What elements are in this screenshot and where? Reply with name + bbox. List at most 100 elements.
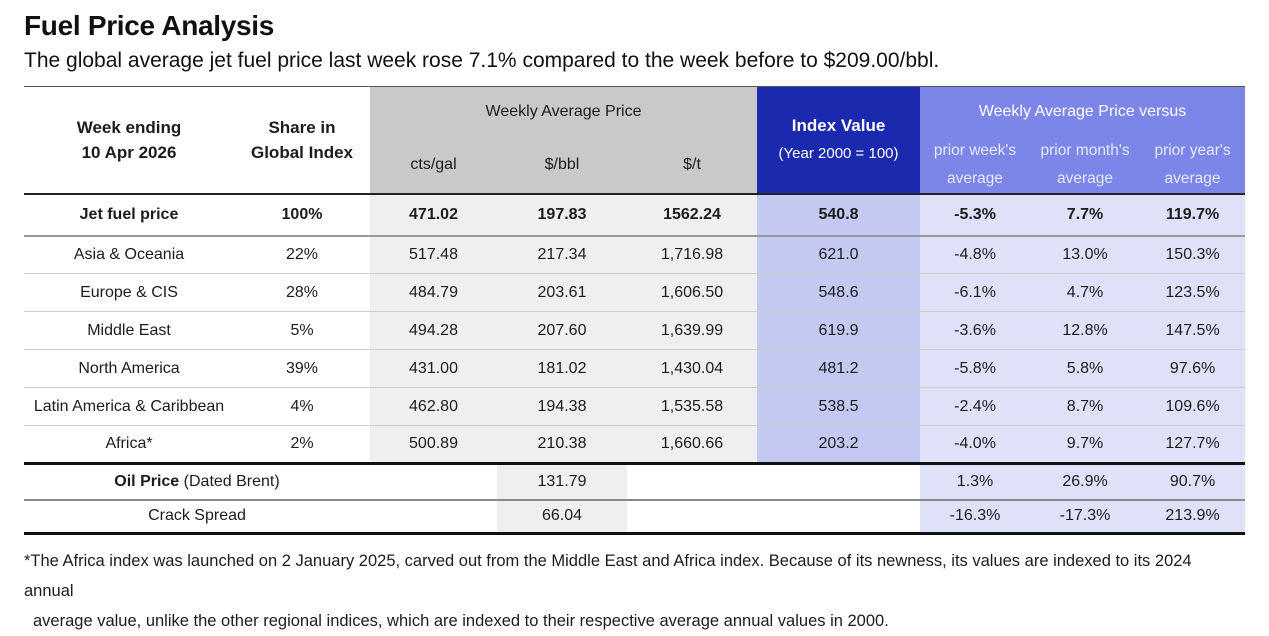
cell-share: 5% <box>234 311 370 350</box>
header-share-in-global-index: Share in Global Index <box>234 86 370 195</box>
cell-label: Asia & Oceania <box>24 235 234 274</box>
header-unit-usd-bbl: $/bbl <box>497 136 627 195</box>
cell-usd-t: 1,660.66 <box>627 425 758 464</box>
header-vs-prior-month: prior month's average <box>1030 136 1141 195</box>
vs-week-line1: prior week's <box>933 141 1017 159</box>
header-index-value: Index Value (Year 2000 = 100) <box>757 86 921 195</box>
cell-cts-gal: 500.89 <box>370 425 497 464</box>
row-region-asia-oceania: Asia & Oceania 22% 517.48 217.34 1,716.9… <box>24 235 1246 274</box>
row-region-latin-america-caribbean: Latin America & Caribbean 4% 462.80 194.… <box>24 387 1246 426</box>
vs-year-line2: average <box>1164 169 1221 187</box>
cell-index-value: 481.2 <box>757 349 921 388</box>
cell-share: 2% <box>234 425 370 464</box>
cell-usd-t: 1,606.50 <box>627 273 758 312</box>
cell-usd-bbl: 66.04 <box>497 498 627 535</box>
page-subtitle: The global average jet fuel price last w… <box>24 49 940 72</box>
cell-cts-gal: 471.02 <box>370 192 497 237</box>
cell-usd-bbl: 197.83 <box>497 192 627 237</box>
header-week-ending: Week ending 10 Apr 2026 <box>24 86 234 195</box>
header-row-top: Week ending 10 Apr 2026 Share in Global … <box>24 86 1246 195</box>
row-jet-fuel-price: Jet fuel price 100% 471.02 197.83 1562.2… <box>24 192 1246 237</box>
row-region-middle-east: Middle East 5% 494.28 207.60 1,639.99 61… <box>24 311 1246 350</box>
cell-label: Latin America & Caribbean <box>24 387 234 426</box>
cell-vs-week: -4.8% <box>920 235 1031 274</box>
cell-cts-gal: 431.00 <box>370 349 497 388</box>
cell-share: 100% <box>234 192 370 237</box>
cell-vs-week: -2.4% <box>920 387 1031 426</box>
cell-usd-t: 1,639.99 <box>627 311 758 350</box>
header-weekly-average-price-versus: Weekly Average Price versus <box>920 86 1246 137</box>
cell-usd-t: 1,430.04 <box>627 349 758 388</box>
cell-vs-month: 5.8% <box>1030 349 1141 388</box>
cell-index-empty <box>757 462 921 500</box>
cell-vs-year: 150.3% <box>1140 235 1246 274</box>
cell-cts-gal-empty <box>370 462 497 500</box>
cell-cts-gal: 494.28 <box>370 311 497 350</box>
cell-cts-gal-empty <box>370 498 497 535</box>
cell-share: 39% <box>234 349 370 388</box>
row-region-europe-cis: Europe & CIS 28% 484.79 203.61 1,606.50 … <box>24 273 1246 312</box>
cell-index-value: 548.6 <box>757 273 921 312</box>
cell-usd-t: 1562.24 <box>627 192 758 237</box>
cell-index-value: 538.5 <box>757 387 921 426</box>
cell-vs-year: 97.6% <box>1140 349 1246 388</box>
cell-index-value: 540.8 <box>757 192 921 237</box>
cell-index-value: 619.9 <box>757 311 921 350</box>
vs-year-line1: prior year's <box>1154 141 1231 159</box>
cell-vs-week: -4.0% <box>920 425 1031 464</box>
cell-vs-week: -16.3% <box>920 498 1031 535</box>
cell-usd-t-empty <box>627 462 758 500</box>
header-unit-cts-gal: cts/gal <box>370 136 497 195</box>
footnote-line1: *The Africa index was launched on 2 Janu… <box>24 552 1192 600</box>
oil-price-label-note: (Dated Brent) <box>183 472 280 490</box>
header-row-units: cts/gal $/bbl $/t prior week's average p… <box>24 136 1246 195</box>
cell-usd-t: 1,716.98 <box>627 235 758 274</box>
index-value-label: Index Value <box>791 116 886 136</box>
cell-label: Europe & CIS <box>24 273 234 312</box>
cell-vs-year: 147.5% <box>1140 311 1246 350</box>
week-ending-date: 10 Apr 2026 <box>81 142 177 162</box>
cell-share: 22% <box>234 235 370 274</box>
cell-vs-month: 9.7% <box>1030 425 1141 464</box>
cell-vs-year: 119.7% <box>1140 192 1246 237</box>
share-label-line1: Share in <box>268 117 336 137</box>
cell-vs-year: 127.7% <box>1140 425 1246 464</box>
cell-index-value: 203.2 <box>757 425 921 464</box>
cell-label: North America <box>24 349 234 388</box>
oil-price-label: Oil Price <box>114 472 180 490</box>
cell-vs-month: 26.9% <box>1030 462 1141 500</box>
cell-vs-year: 90.7% <box>1140 462 1246 500</box>
week-ending-label: Week ending <box>76 117 182 137</box>
cell-index-empty <box>757 498 921 535</box>
row-region-africa: Africa* 2% 500.89 210.38 1,660.66 203.2 … <box>24 425 1246 464</box>
cell-vs-month: 12.8% <box>1030 311 1141 350</box>
cell-share: 28% <box>234 273 370 312</box>
footnote: *The Africa index was launched on 2 Janu… <box>24 546 1245 636</box>
cell-cts-gal: 484.79 <box>370 273 497 312</box>
cell-vs-year: 123.5% <box>1140 273 1246 312</box>
cell-usd-bbl: 203.61 <box>497 273 627 312</box>
cell-usd-bbl: 194.38 <box>497 387 627 426</box>
cell-usd-bbl: 217.34 <box>497 235 627 274</box>
cell-vs-year: 109.6% <box>1140 387 1246 426</box>
cell-vs-week: -5.8% <box>920 349 1031 388</box>
row-oil-price: Oil Price (Dated Brent) 131.79 1.3% 26.9… <box>24 462 1246 500</box>
cell-vs-week: -3.6% <box>920 311 1031 350</box>
cell-vs-week: 1.3% <box>920 462 1031 500</box>
row-crack-spread: Crack Spread 66.04 -16.3% -17.3% 213.9% <box>24 498 1246 535</box>
cell-label: Middle East <box>24 311 234 350</box>
cell-label: Oil Price (Dated Brent) <box>24 462 370 500</box>
cell-vs-week: -6.1% <box>920 273 1031 312</box>
index-value-base: (Year 2000 = 100) <box>778 145 899 163</box>
cell-vs-week: -5.3% <box>920 192 1031 237</box>
cell-cts-gal: 517.48 <box>370 235 497 274</box>
cell-vs-month: 7.7% <box>1030 192 1141 237</box>
cell-usd-bbl: 131.79 <box>497 462 627 500</box>
cell-vs-month: 8.7% <box>1030 387 1141 426</box>
footnote-line2: average value, unlike the other regional… <box>33 612 889 630</box>
header-unit-usd-t: $/t <box>627 136 758 195</box>
cell-vs-month: -17.3% <box>1030 498 1141 535</box>
cell-vs-month: 4.7% <box>1030 273 1141 312</box>
cell-usd-bbl: 181.02 <box>497 349 627 388</box>
